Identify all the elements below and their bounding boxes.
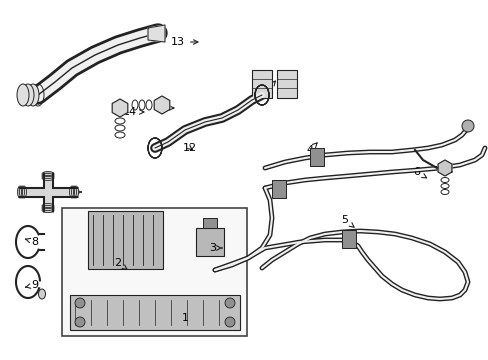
Bar [203, 218, 217, 228]
Polygon shape [148, 25, 164, 42]
Text: 14: 14 [122, 107, 143, 117]
Ellipse shape [39, 289, 45, 299]
Ellipse shape [27, 84, 39, 106]
Text: 2: 2 [114, 258, 127, 269]
Text: 4: 4 [306, 143, 317, 155]
Circle shape [224, 298, 235, 308]
Circle shape [75, 298, 85, 308]
Text: 13: 13 [171, 37, 198, 47]
Ellipse shape [22, 84, 34, 106]
Text: 11: 11 [259, 81, 275, 97]
Bar [70, 295, 240, 330]
Text: 9: 9 [25, 280, 39, 290]
Circle shape [75, 317, 85, 327]
Text: 7: 7 [68, 187, 81, 197]
Text: 8: 8 [25, 237, 39, 247]
Bar [88, 211, 163, 269]
Polygon shape [112, 99, 127, 117]
Text: 1: 1 [181, 313, 188, 323]
Bar [62, 208, 246, 336]
Polygon shape [437, 160, 451, 176]
Bar [309, 148, 324, 166]
Bar [196, 228, 224, 256]
Circle shape [461, 120, 473, 132]
Bar [271, 180, 285, 198]
Bar [251, 70, 271, 98]
Polygon shape [154, 96, 169, 114]
Text: 12: 12 [183, 143, 197, 153]
Bar [341, 230, 355, 248]
Text: 3: 3 [209, 243, 222, 253]
Bar [276, 70, 296, 98]
Text: 10: 10 [156, 103, 173, 113]
Text: 6: 6 [413, 167, 426, 178]
Ellipse shape [17, 84, 29, 106]
Text: 5: 5 [341, 215, 353, 227]
Circle shape [224, 317, 235, 327]
